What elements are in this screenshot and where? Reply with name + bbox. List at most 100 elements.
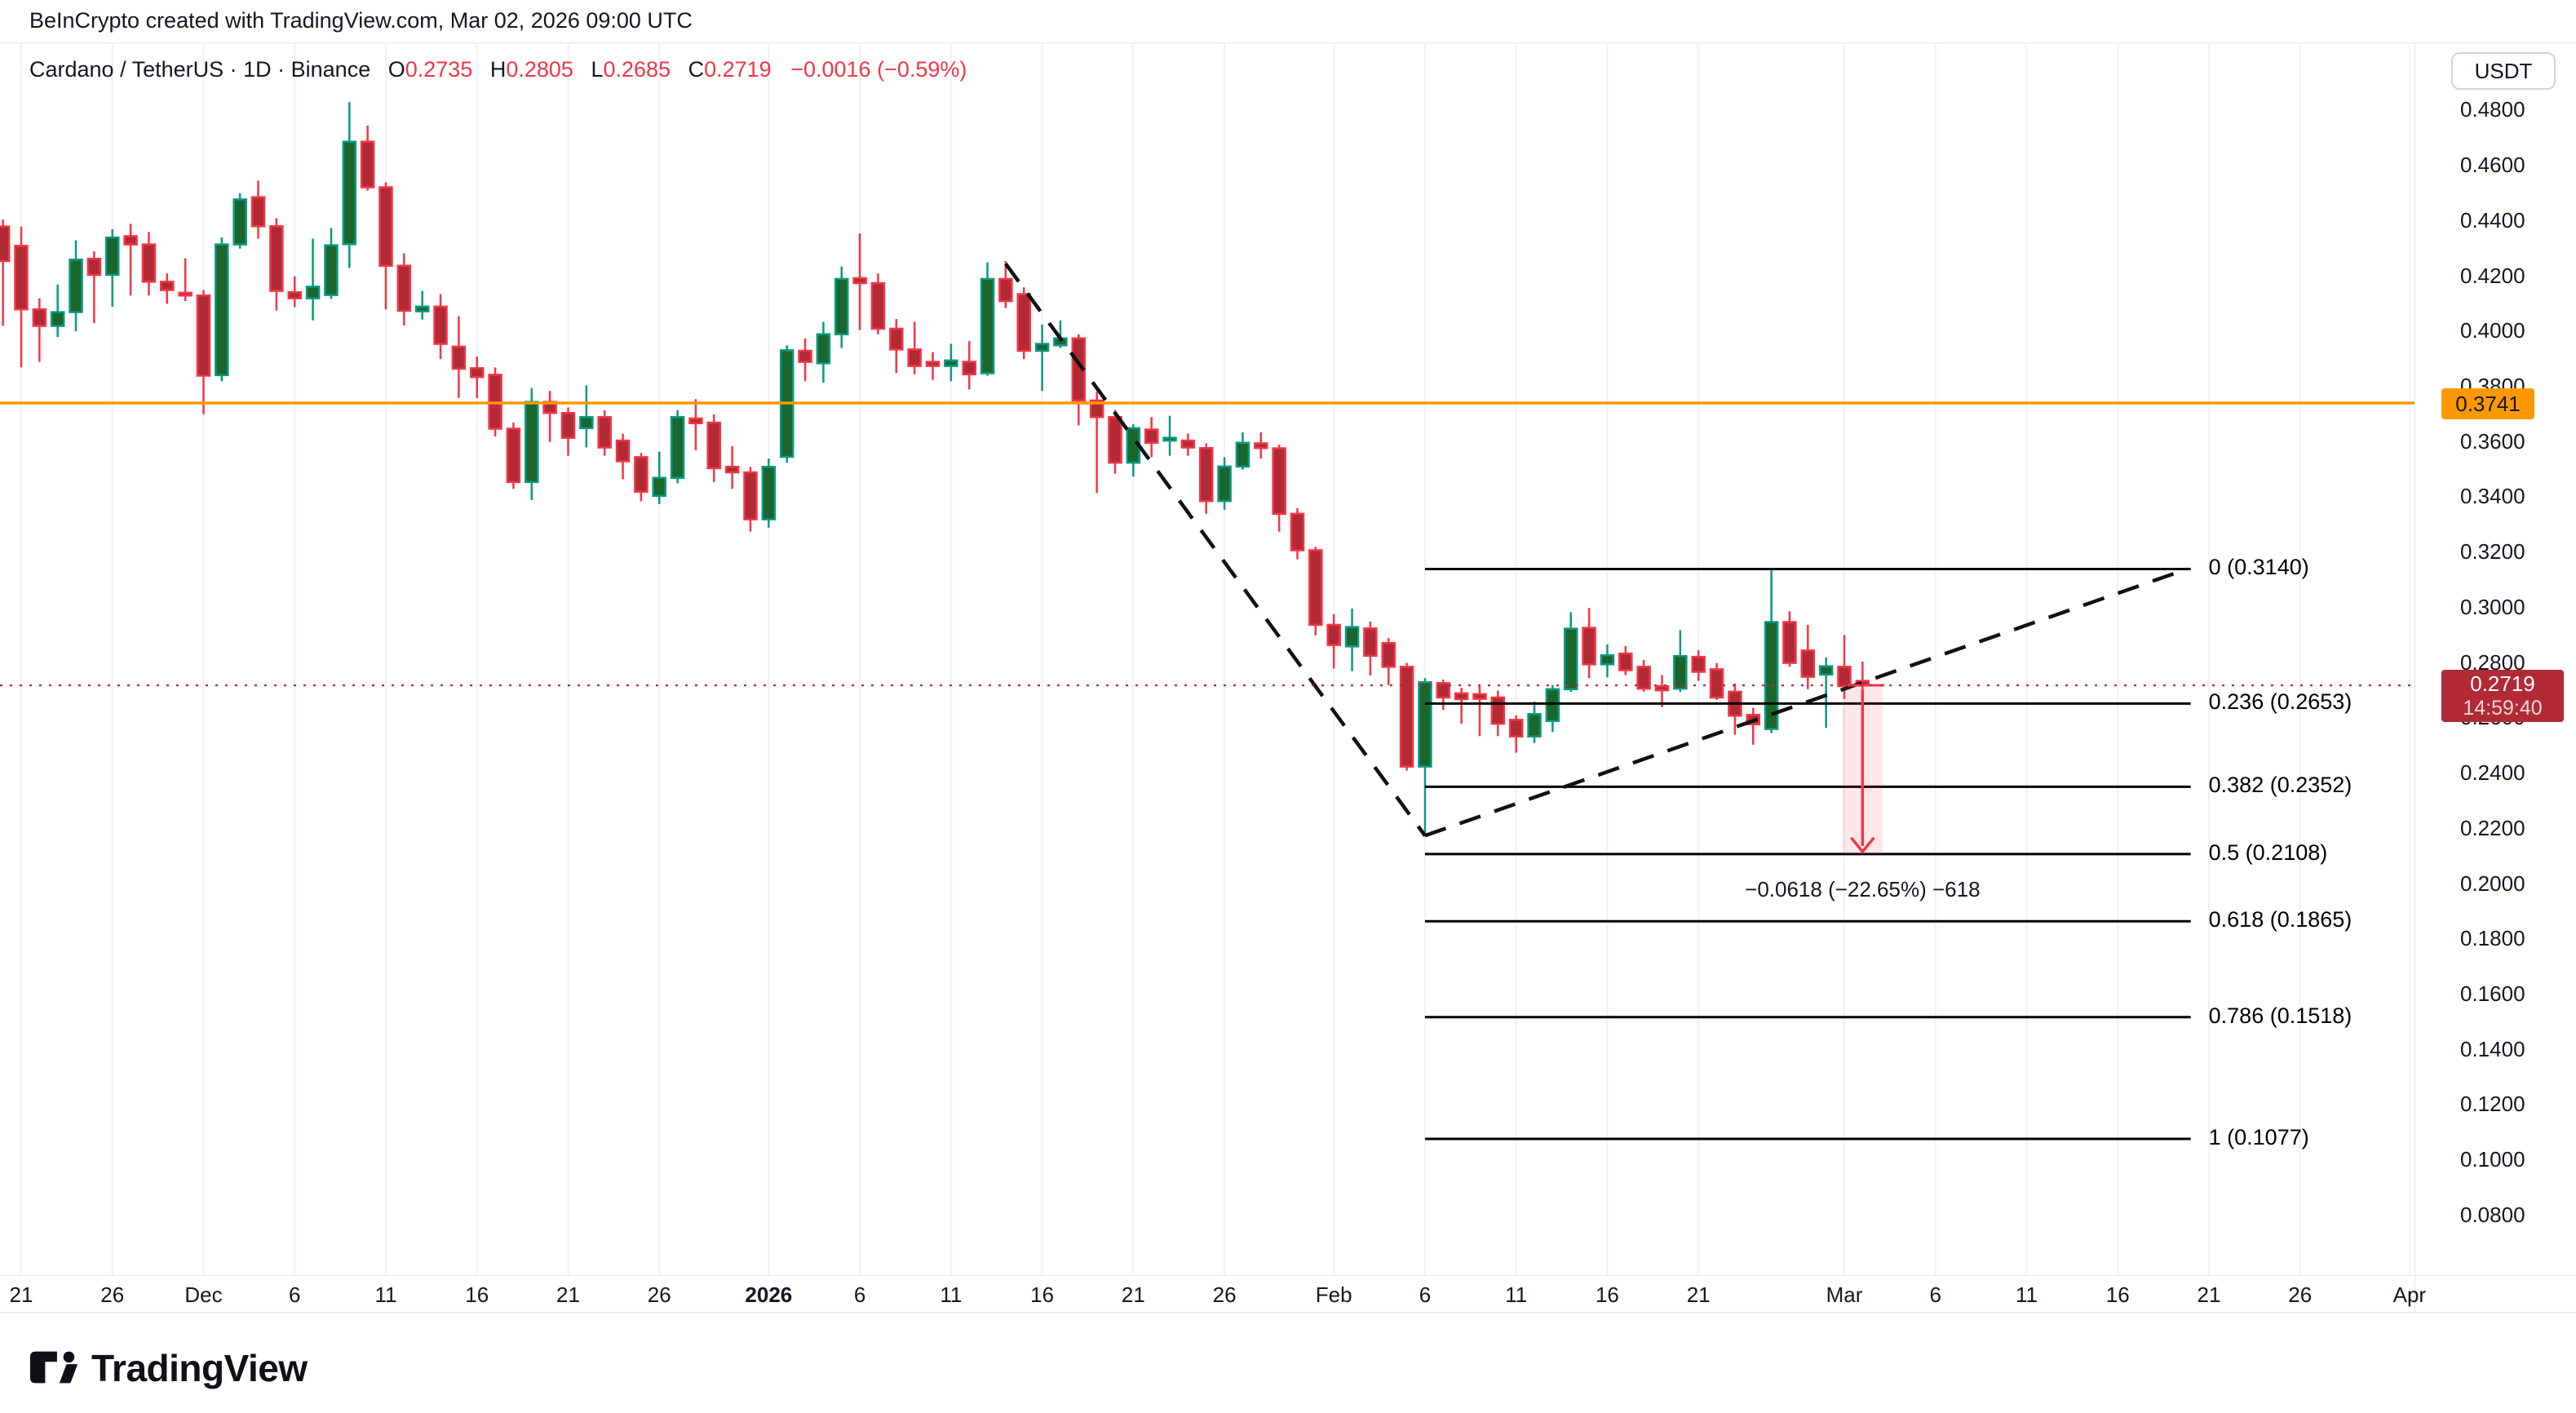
price-axis-label: 0.2400 — [2460, 760, 2525, 786]
candle-body — [1326, 623, 1341, 646]
candle-body — [1764, 621, 1779, 730]
candle-body — [1363, 627, 1378, 658]
measured-move-annotation: −0.0618 (−22.65%) −618 — [1745, 876, 1981, 901]
time-axis-label: 11 — [2016, 1282, 2038, 1307]
price-axis-label: 0.3600 — [2460, 428, 2525, 454]
candle-body — [360, 140, 375, 188]
time-axis-label: 6 — [289, 1282, 301, 1307]
fib-level-label: 0.236 (0.2653) — [2208, 689, 2352, 715]
candle-body — [470, 367, 485, 379]
candle-body — [944, 359, 958, 367]
candle-body — [907, 348, 922, 367]
time-axis-label: 26 — [100, 1282, 125, 1307]
time-axis-label: 11 — [374, 1282, 397, 1307]
high-label: H — [489, 57, 507, 82]
candle-body — [524, 401, 539, 484]
time-axis-label: 16 — [465, 1282, 489, 1307]
open-value: 0.2735 — [405, 57, 473, 82]
candle-body — [1818, 665, 1834, 676]
candle-body — [1254, 442, 1268, 450]
candle-body — [1545, 688, 1560, 722]
candle-body — [324, 244, 339, 296]
candle-body — [597, 416, 612, 449]
candle-body — [852, 277, 867, 285]
time-axis-label: 16 — [2105, 1282, 2130, 1307]
price-axis-label: 0.4800 — [2460, 97, 2525, 122]
candle-body — [1436, 682, 1451, 699]
candle-body — [1290, 512, 1305, 551]
candle-body — [32, 308, 47, 327]
tradingview-logo[interactable]: TradingView — [29, 1346, 308, 1390]
candle-body — [1564, 627, 1578, 691]
candle-body — [1782, 621, 1797, 664]
currency-toggle-button[interactable]: USDT — [2451, 52, 2556, 90]
candle-body — [1308, 549, 1323, 627]
candle-body — [1180, 439, 1196, 449]
candle-body — [615, 439, 631, 463]
price-axis-label: 0.4000 — [2460, 318, 2525, 343]
price-axis-separator — [2414, 42, 2415, 1312]
candle-body — [414, 305, 430, 312]
candle-body — [1034, 343, 1050, 352]
candle-body — [1691, 655, 1706, 673]
dashed-trendline[interactable] — [1004, 263, 1427, 837]
candle-body — [1800, 649, 1816, 678]
candle-body — [1089, 399, 1104, 419]
time-axis-label: 6 — [1929, 1282, 1941, 1307]
candle-body — [634, 456, 648, 493]
dashed-trendline[interactable] — [1424, 567, 2188, 838]
candle-body — [1472, 693, 1487, 700]
price-axis-label: 0.0800 — [2460, 1202, 2525, 1227]
time-axis-separator — [0, 1275, 2576, 1276]
bar-close-countdown: 14:59:40 — [2463, 697, 2543, 720]
candle-body — [14, 245, 29, 311]
candle-body — [215, 243, 229, 377]
candle-body — [232, 198, 247, 246]
candle-body — [433, 305, 448, 345]
candle-body — [579, 416, 594, 430]
time-axis-label: Feb — [1315, 1282, 1352, 1307]
candle-body — [451, 345, 467, 370]
candle-body — [1654, 684, 1670, 692]
price-axis-label: 0.1800 — [2460, 926, 2525, 951]
candle-body — [652, 476, 666, 498]
candle-body — [1454, 692, 1469, 701]
candle-body — [0, 225, 11, 263]
candle-body — [889, 327, 904, 351]
candle-body — [1235, 441, 1250, 468]
candle-body — [160, 281, 175, 291]
candle-body — [506, 427, 521, 484]
candle-body — [1600, 653, 1615, 666]
price-axis-label: 0.4400 — [2460, 207, 2525, 233]
fib-level-label: 1 (0.1077) — [2208, 1125, 2309, 1150]
candle-body — [178, 291, 193, 297]
fib-level-label: 0.382 (0.2352) — [2208, 773, 2352, 798]
low-value: 0.2685 — [603, 57, 671, 82]
candle-body — [816, 333, 831, 365]
candle-body — [1108, 416, 1122, 464]
candle-body — [1636, 666, 1651, 690]
candle-body — [743, 471, 758, 520]
price-axis-label: 0.2200 — [2460, 815, 2525, 840]
fib-level-label: 0.5 (0.2108) — [2208, 839, 2328, 865]
candle-body — [396, 264, 412, 312]
price-axis-label: 0.3000 — [2460, 594, 2525, 619]
candle-body — [798, 349, 812, 363]
low-label: L — [591, 57, 604, 82]
candle-body — [1399, 666, 1414, 768]
candle-body — [105, 236, 120, 277]
candle-body — [378, 186, 393, 267]
candle-body — [1673, 654, 1688, 690]
candle-body — [1199, 446, 1214, 503]
candle-body — [980, 277, 995, 374]
candle-body — [342, 140, 357, 246]
current-price-label: 0.2719 14:59:40 — [2441, 670, 2564, 722]
time-axis-label: 21 — [556, 1282, 580, 1307]
candle-body — [1418, 681, 1432, 768]
candle-body — [1016, 293, 1031, 352]
candle-body — [1709, 668, 1724, 699]
candle-body — [670, 416, 685, 480]
pane-top-border — [0, 42, 2576, 43]
candle-body — [1144, 428, 1159, 445]
